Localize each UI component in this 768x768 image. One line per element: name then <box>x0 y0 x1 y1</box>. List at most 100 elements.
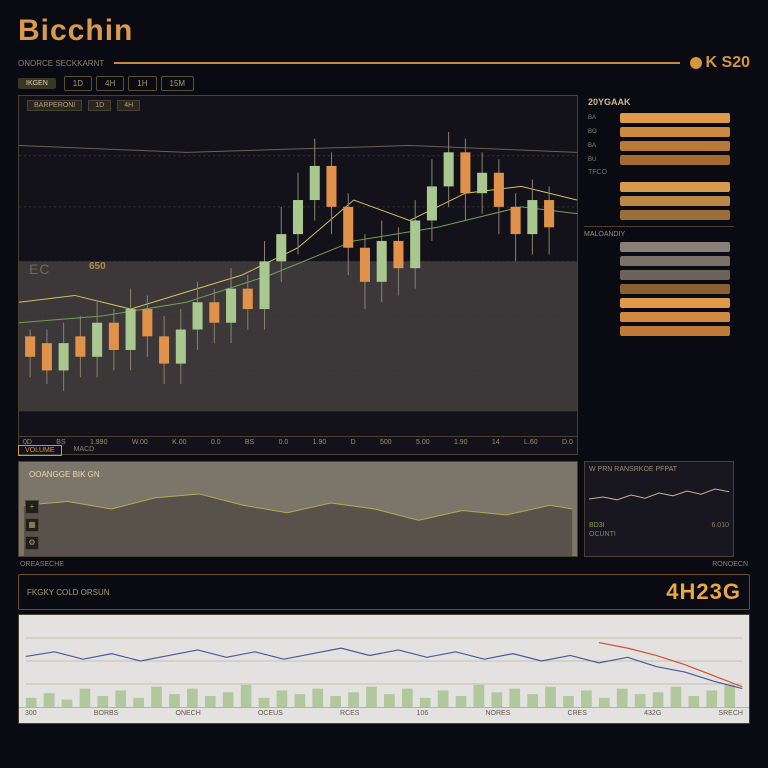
bottom-x-tick: ONECH <box>176 710 201 721</box>
chart-tab[interactable]: 1D <box>88 100 111 111</box>
side-bar <box>620 256 730 266</box>
side-bar-row[interactable] <box>584 270 734 280</box>
side-bar <box>620 298 730 308</box>
secondary-row: IKGEN 1D 4H 1H 15M <box>18 76 750 91</box>
mini-stats: BD3I 6.010 <box>589 522 729 529</box>
side-bar-row[interactable] <box>584 256 734 266</box>
pre-left: OREASECHE <box>20 561 64 568</box>
x-tick: BS <box>245 439 254 452</box>
chart-x-axis: 0DBS1.990W.00K.000.0BS0.01.90D5005.001.9… <box>19 436 577 454</box>
volume-tab[interactable]: VOLUME <box>18 445 62 456</box>
side-bar <box>620 242 730 252</box>
side-bar <box>620 326 730 336</box>
side-bar <box>620 312 730 322</box>
symbol-badge[interactable]: K S20 <box>690 54 750 72</box>
timeframe-tab[interactable]: 15M <box>161 76 195 91</box>
x-tick: D <box>351 439 356 452</box>
bottom-x-tick: BORBS <box>94 710 119 721</box>
side-bar <box>620 270 730 280</box>
tool-cursor-icon[interactable]: + <box>25 500 39 514</box>
timeframe-tab[interactable]: 4H <box>96 76 124 91</box>
chart-tab[interactable]: BARPERONI <box>27 100 82 111</box>
chart-canvas <box>19 96 577 454</box>
mini-title: W PRN RANSRKOE PFPAT <box>589 466 729 473</box>
side-bar <box>620 113 730 123</box>
tool-grid-icon[interactable]: ▦ <box>25 518 39 532</box>
side-bar <box>620 284 730 294</box>
timeframe-tab[interactable]: 1H <box>128 76 156 91</box>
volume-tab[interactable]: MACD <box>68 445 101 456</box>
side-bar-row[interactable] <box>584 210 734 220</box>
mini-stats2: OCUNTI <box>589 531 729 538</box>
side-title: 20YGAAK <box>584 95 734 109</box>
side-bar-row[interactable] <box>584 326 734 336</box>
side-bar <box>620 127 730 137</box>
volume-canvas <box>19 462 577 556</box>
bottom-chart[interactable]: 300BORBSONECHOCEUSRCES106NORESCRES432GSR… <box>18 614 750 724</box>
symbol-text: K S20 <box>706 54 750 72</box>
candlestick-chart[interactable]: BARPERONI1D4H EC 650 0DBS1.990W.00K.000.… <box>18 95 578 455</box>
mini-stat1: BD3I <box>589 522 605 529</box>
pill-label[interactable]: IKGEN <box>18 78 56 89</box>
chart-tab[interactable]: 4H <box>117 100 140 111</box>
side-bar-row[interactable] <box>584 312 734 322</box>
mini-canvas <box>589 475 729 515</box>
top-row: ONORCE SECKKARNT K S20 <box>18 54 750 72</box>
side-bar-row[interactable] <box>584 284 734 294</box>
brand-title: Bicchin <box>18 14 750 48</box>
stats-left: FKGKY COLD ORSUN <box>27 588 110 597</box>
bottom-x-tick: RCES <box>340 710 359 721</box>
volume-wrap: VOLUMEMACD OOANGGE BIK GN + ▦ ⚙ <box>18 461 578 557</box>
bottom-x-tick: OCEUS <box>258 710 283 721</box>
side-bar <box>620 196 730 206</box>
x-tick: 5.00 <box>416 439 430 452</box>
x-tick: L.60 <box>524 439 538 452</box>
x-tick: W.00 <box>132 439 148 452</box>
mini-panel: W PRN RANSRKOE PFPAT BD3I 6.010 OCUNTI <box>584 461 734 557</box>
bottom-x-tick: NORES <box>485 710 510 721</box>
side-group-title: MALOANDIY <box>584 226 734 238</box>
side-bar-row[interactable]: BA <box>584 141 734 151</box>
x-tick: 14 <box>492 439 500 452</box>
side-bar-row[interactable]: BA <box>584 113 734 123</box>
x-tick: 1.90 <box>454 439 468 452</box>
side-bar <box>620 155 730 165</box>
side-bar-row[interactable] <box>584 242 734 252</box>
mini-stat3: OCUNTI <box>589 531 616 538</box>
x-tick: 0.0 <box>279 439 289 452</box>
side-bar-label: BA <box>588 143 616 149</box>
main-grid: BARPERONI1D4H EC 650 0DBS1.990W.00K.000.… <box>18 95 750 557</box>
x-tick: D.0 <box>562 439 573 452</box>
mini-stat2: 6.010 <box>711 522 729 529</box>
side-bar-row[interactable]: BU <box>584 155 734 165</box>
coin-icon <box>690 57 702 69</box>
volume-panel[interactable]: OOANGGE BIK GN + ▦ ⚙ <box>18 461 578 557</box>
side-bar-row[interactable] <box>584 196 734 206</box>
side-sublabel: TFCO <box>584 169 734 178</box>
side-bar-row[interactable] <box>584 298 734 308</box>
timeframe-tabs: 1D 4H 1H 15M <box>64 76 194 91</box>
bottom-x-tick: 432G <box>644 710 661 721</box>
x-tick: 0.0 <box>211 439 221 452</box>
bottom-canvas <box>19 615 749 707</box>
volume-tools: + ▦ ⚙ <box>25 500 39 550</box>
side-bar-label: BO <box>588 129 616 135</box>
chart-tabs: BARPERONI 1D 4H <box>27 100 140 111</box>
top-divider <box>114 59 679 67</box>
pre-right: RONOECN <box>712 561 748 568</box>
volume-tabs: VOLUME MACD <box>18 445 100 456</box>
app-root: Bicchin ONORCE SECKKARNT K S20 IKGEN 1D 4… <box>0 0 768 768</box>
side-bar-label: BU <box>588 157 616 163</box>
x-tick: 1.90 <box>313 439 327 452</box>
stats-strip: FKGKY COLD ORSUN 4H23G <box>18 574 750 610</box>
bottom-x-tick: CRES <box>568 710 587 721</box>
x-tick: K.00 <box>172 439 186 452</box>
bottom-x-tick: 106 <box>417 710 429 721</box>
tool-settings-icon[interactable]: ⚙ <box>25 536 39 550</box>
pre-strip: OREASECHE RONOECN <box>18 561 750 568</box>
timeframe-tab[interactable]: 1D <box>64 76 92 91</box>
side-bar-row[interactable]: BO <box>584 127 734 137</box>
side-bar-label: BA <box>588 115 616 121</box>
side-bar-row[interactable] <box>584 182 734 192</box>
side-bar <box>620 182 730 192</box>
